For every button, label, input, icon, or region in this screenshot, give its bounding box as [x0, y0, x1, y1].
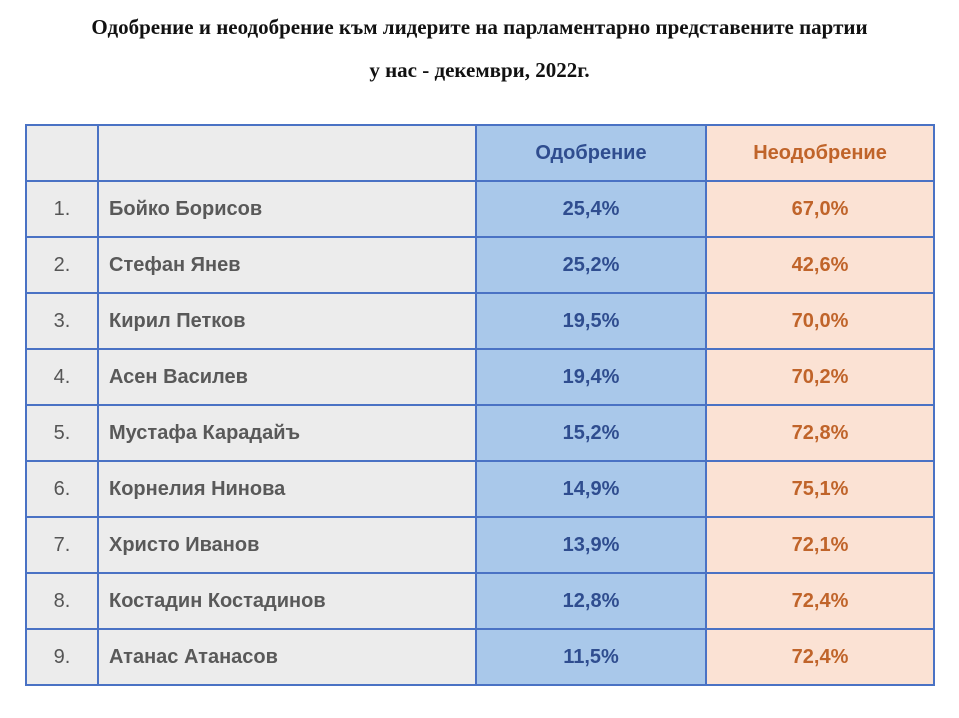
leader-name-cell: Христо Иванов: [97, 516, 477, 574]
table-row: 5. Мустафа Карадайъ 15,2% 72,8%: [25, 404, 935, 462]
leader-name-cell: Мустафа Карадайъ: [97, 404, 477, 462]
leader-name: Кирил Петков: [109, 309, 246, 332]
leader-name: Атанас Атанасов: [109, 645, 278, 668]
disapproval-cell: 42,6%: [705, 236, 935, 294]
disapproval-cell: 75,1%: [705, 460, 935, 518]
table-body: 1. Бойко Борисов 25,4% 67,0% 2. Стефан Янев 25…: [25, 180, 935, 686]
leader-name-cell: Асен Василев: [97, 348, 477, 406]
header-name: [97, 124, 477, 182]
leader-name-cell: Атанас Атанасов: [97, 628, 477, 686]
approval-table: Одобрение Неодобрение 1. Бойко Борисов 25,…: [25, 124, 935, 686]
table-header-row: Одобрение Неодобрение: [25, 124, 935, 182]
approval-cell: 25,4%: [475, 180, 707, 238]
header-approval: Одобрение: [475, 124, 707, 182]
table-row: 1. Бойко Борисов 25,4% 67,0%: [25, 180, 935, 238]
table-row: 9. Атанас Атанасов 11,5% 72,4%: [25, 628, 935, 686]
table-row: 6. Корнелия Нинова 14,9% 75,1%: [25, 460, 935, 518]
leader-name: Стефан Янев: [109, 253, 241, 276]
disapproval-cell: 72,8%: [705, 404, 935, 462]
approval-cell: 19,4%: [475, 348, 707, 406]
approval-cell: 13,9%: [475, 516, 707, 574]
rank-cell: 9.: [25, 628, 99, 686]
header-rank: [25, 124, 99, 182]
rank-cell: 2.: [25, 236, 99, 294]
header-disapproval: Неодобрение: [705, 124, 935, 182]
rank-cell: 4.: [25, 348, 99, 406]
rank-cell: 6.: [25, 460, 99, 518]
approval-cell: 19,5%: [475, 292, 707, 350]
rank-cell: 3.: [25, 292, 99, 350]
disapproval-cell: 72,4%: [705, 572, 935, 630]
leader-name: Бойко Борисов: [109, 197, 263, 220]
leader-name-cell: Стефан Янев: [97, 236, 477, 294]
disapproval-cell: 72,4%: [705, 628, 935, 686]
disapproval-cell: 72,1%: [705, 516, 935, 574]
leader-name: Мустафа Карадайъ: [109, 421, 301, 444]
rank-cell: 7.: [25, 516, 99, 574]
table-row: 2. Стефан Янев 25,2% 42,6%: [25, 236, 935, 294]
approval-cell: 14,9%: [475, 460, 707, 518]
leader-name-cell: Кирил Петков: [97, 292, 477, 350]
disapproval-cell: 70,0%: [705, 292, 935, 350]
rank-cell: 5.: [25, 404, 99, 462]
leader-name: Костадин Костадинов: [109, 589, 326, 612]
rank-cell: 1.: [25, 180, 99, 238]
leader-name: Асен Василев: [109, 365, 248, 388]
disapproval-cell: 67,0%: [705, 180, 935, 238]
leader-name: Корнелия Нинова: [109, 477, 286, 500]
approval-cell: 12,8%: [475, 572, 707, 630]
leader-name-cell: Костадин Костадинов: [97, 572, 477, 630]
rank-cell: 8.: [25, 572, 99, 630]
disapproval-cell: 70,2%: [705, 348, 935, 406]
chart-subtitle: у нас - декември, 2022г.: [369, 58, 590, 82]
leader-name: Христо Иванов: [109, 533, 260, 556]
chart-title: Одобрение и неодобрение към лидерите на …: [91, 15, 868, 39]
table-row: 7. Христо Иванов 13,9% 72,1%: [25, 516, 935, 574]
approval-cell: 25,2%: [475, 236, 707, 294]
approval-cell: 15,2%: [475, 404, 707, 462]
table-row: 8. Костадин Костадинов 12,8% 72,4%: [25, 572, 935, 630]
leader-name-cell: Бойко Борисов: [97, 180, 477, 238]
table-row: 3. Кирил Петков 19,5% 70,0%: [25, 292, 935, 350]
leader-name-cell: Корнелия Нинова: [97, 460, 477, 518]
table-row: 4. Асен Василев 19,4% 70,2%: [25, 348, 935, 406]
approval-cell: 11,5%: [475, 628, 707, 686]
